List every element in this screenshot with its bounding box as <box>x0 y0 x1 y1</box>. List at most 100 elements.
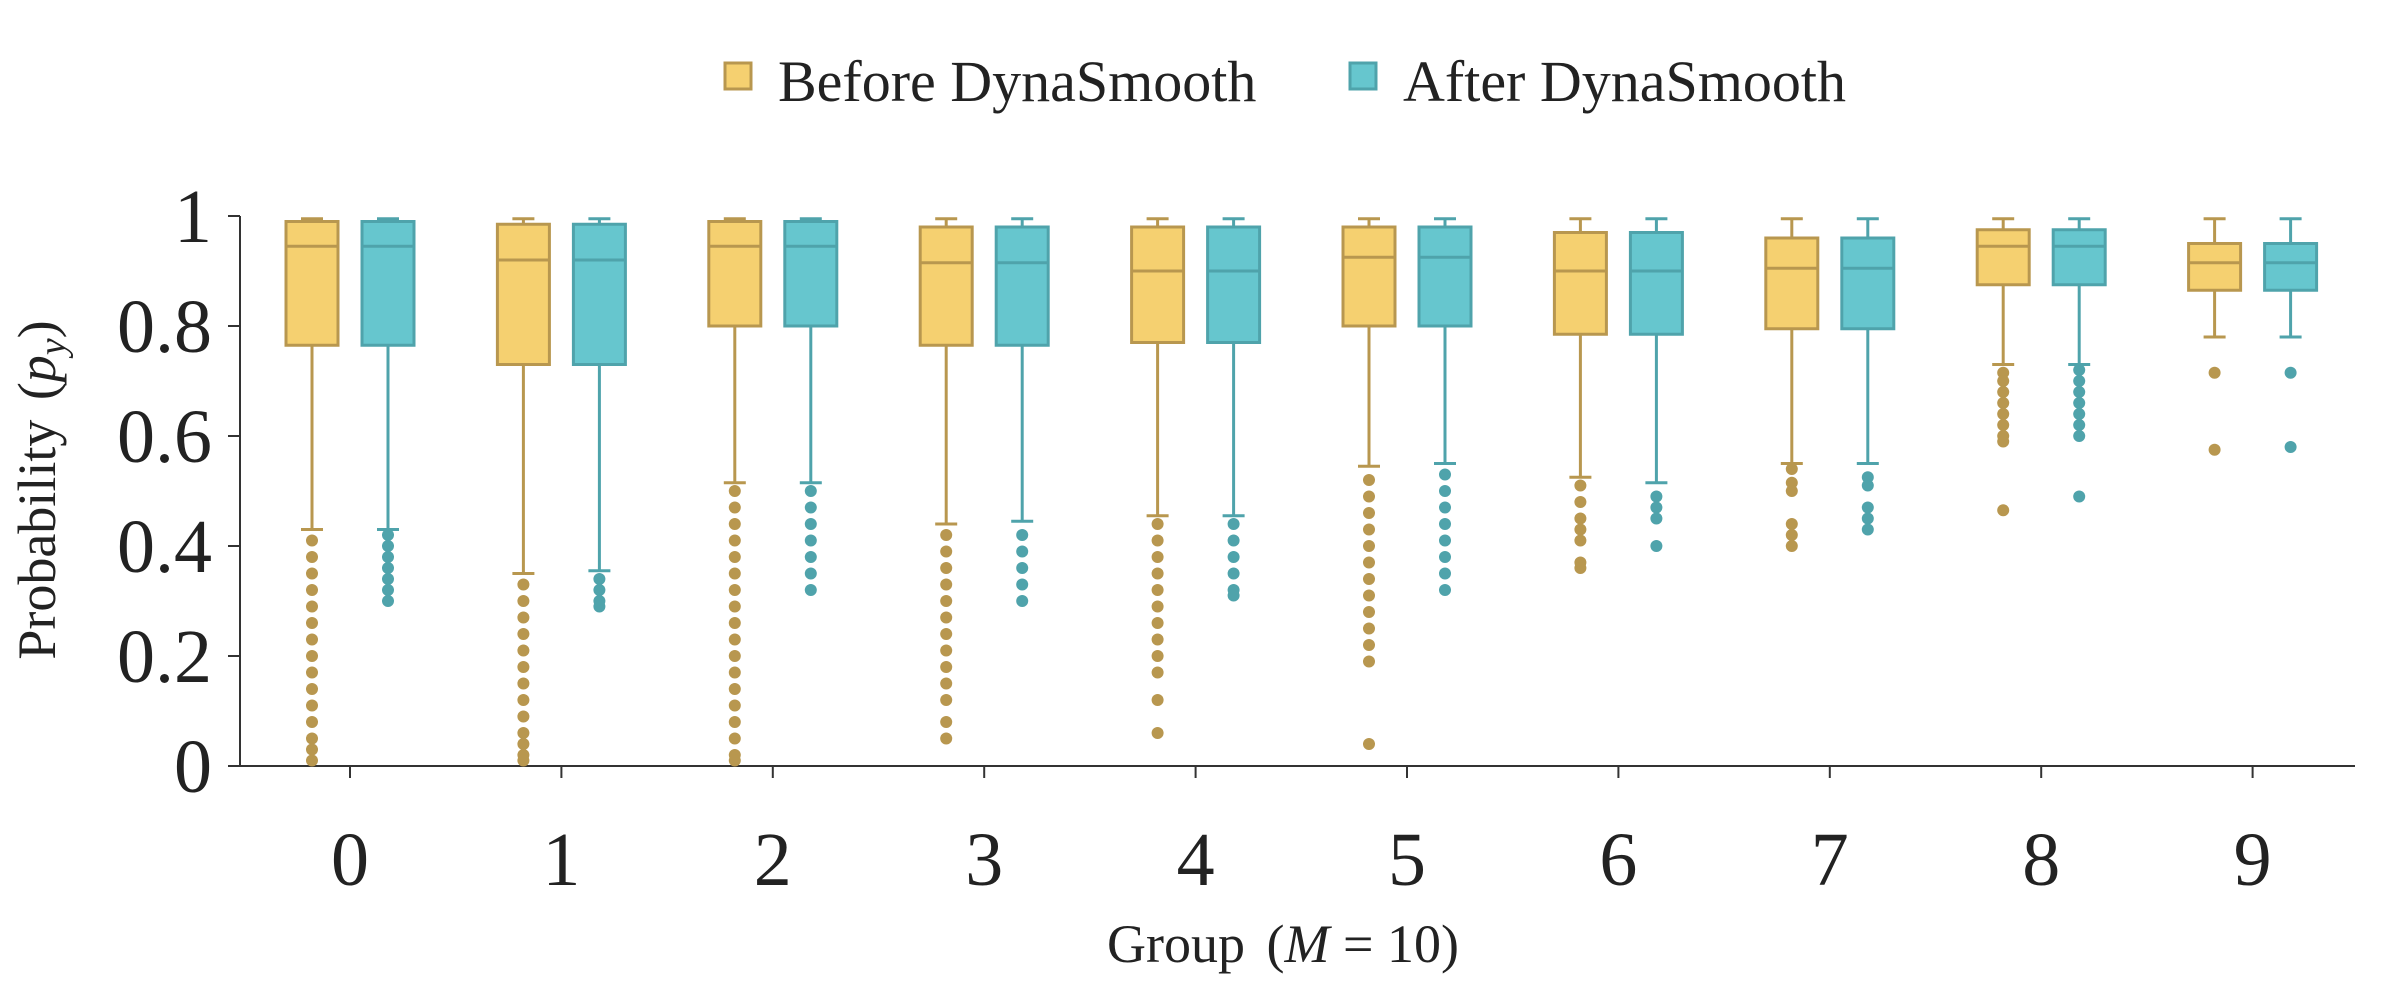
flier-point <box>306 754 318 767</box>
flier-point <box>1785 485 1798 497</box>
x-tick-label: 5 <box>1388 818 1426 902</box>
box-iqr <box>495 222 551 366</box>
x-axis-label-paren-close: ) <box>1441 914 1459 974</box>
flier-point <box>804 567 817 580</box>
box-iqr <box>1764 236 1820 331</box>
flier-point <box>2073 364 2086 376</box>
flier-point <box>517 727 530 739</box>
flier-point <box>1785 540 1798 552</box>
y-tick-label: 0.8 <box>117 285 212 369</box>
flier-point <box>1861 523 1874 536</box>
legend-swatch-after <box>1348 61 1378 91</box>
box-iqr <box>571 222 627 366</box>
flier-point <box>2073 386 2086 398</box>
flier-point <box>517 644 530 657</box>
y-axis-label-paren-close: ) <box>7 320 67 338</box>
flier-point <box>1363 639 1375 651</box>
flier-point <box>1997 366 2010 379</box>
box-iqr <box>1417 225 1473 328</box>
flier-point <box>517 710 530 723</box>
flier-point <box>1151 534 1164 547</box>
flier-point <box>804 551 817 563</box>
flier-point <box>940 529 953 541</box>
flier-point <box>1574 479 1587 492</box>
flier-point <box>1363 507 1375 519</box>
flier-point <box>1439 468 1451 481</box>
flier-point <box>2073 408 2086 420</box>
flier-point <box>1151 633 1164 646</box>
flier-point <box>382 540 394 552</box>
flier-point <box>306 743 318 756</box>
flier-point <box>1363 573 1375 585</box>
box-before-group-8 <box>1975 217 2031 517</box>
flier-point <box>1650 540 1663 552</box>
flier-point <box>1439 518 1451 530</box>
box-iqr <box>1628 231 1684 336</box>
box-after-group-7 <box>1840 217 1896 536</box>
flier-point <box>940 611 953 624</box>
y-tick-label: 1 <box>174 175 212 259</box>
flier-point <box>1650 501 1663 514</box>
flier-point <box>1785 529 1798 541</box>
flier-point <box>306 617 318 629</box>
legend-label-after: After DynaSmooth <box>1403 49 1846 114</box>
y-tick-label: 0 <box>174 725 212 809</box>
flier-point <box>306 650 318 662</box>
y-tick-label: 0.2 <box>117 615 212 699</box>
y-axis-label-prefix: Probability <box>7 420 67 660</box>
flier-point <box>1151 666 1164 679</box>
flier-point <box>728 617 741 629</box>
flier-point <box>1439 551 1451 563</box>
flier-point <box>2073 397 2086 409</box>
flier-point <box>728 534 741 547</box>
flier-point <box>728 567 741 580</box>
box-iqr <box>360 220 416 347</box>
box-iqr <box>783 220 839 328</box>
flier-point <box>1227 551 1240 563</box>
y-axis-label: Probability (py) <box>7 320 74 659</box>
flier-point <box>306 567 318 580</box>
flier-point <box>2073 490 2086 503</box>
flier-point <box>1363 655 1375 668</box>
flier-point <box>1650 490 1663 503</box>
flier-point <box>728 699 741 712</box>
flier-point <box>940 677 953 690</box>
flier-point <box>1016 595 1029 607</box>
flier-point <box>940 562 953 574</box>
flier-point <box>517 677 530 690</box>
flier-point <box>593 600 606 613</box>
flier-point <box>1439 567 1451 580</box>
box-before-group-1 <box>495 217 551 767</box>
flier-point <box>728 600 741 613</box>
box-after-group-3 <box>994 217 1050 607</box>
flier-point <box>1151 518 1164 530</box>
flier-point <box>1997 375 2010 387</box>
flier-point <box>1363 589 1375 602</box>
flier-point <box>306 732 318 745</box>
flier-point <box>940 694 953 706</box>
flier-point <box>517 738 530 750</box>
flier-point <box>1016 529 1029 541</box>
flier-point <box>1363 556 1375 569</box>
box-after-group-4 <box>1206 217 1262 602</box>
x-tick-label: 2 <box>754 818 792 902</box>
flier-point <box>306 699 318 712</box>
flier-point <box>728 716 741 728</box>
plot-area <box>284 217 2319 767</box>
flier-point <box>804 584 817 596</box>
legend-swatch-before <box>723 61 753 91</box>
flier-point <box>1363 606 1375 618</box>
flier-point <box>2284 441 2297 453</box>
x-tick-label: 6 <box>1599 818 1637 902</box>
flier-point <box>1151 617 1164 629</box>
box-iqr <box>1341 225 1397 328</box>
flier-point <box>1574 496 1587 508</box>
box-before-group-7 <box>1764 217 1820 552</box>
flier-point <box>1151 600 1164 613</box>
box-iqr <box>1840 236 1896 331</box>
flier-point <box>1785 518 1798 530</box>
flier-point <box>1785 463 1798 475</box>
flier-point <box>1439 501 1451 514</box>
box-before-group-2 <box>707 217 763 767</box>
x-axis-label-math-var: M <box>1284 914 1333 974</box>
